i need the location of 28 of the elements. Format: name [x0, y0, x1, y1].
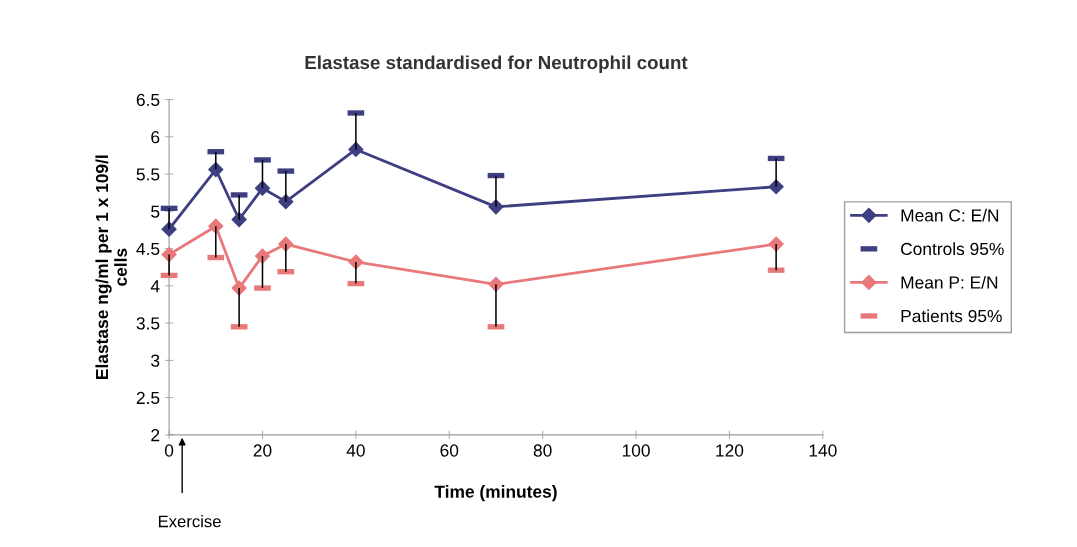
x-tick-label: 140 — [809, 444, 837, 457]
y-tick-label: 3 — [151, 354, 160, 367]
y-tick-label: 2 — [151, 429, 160, 442]
y-tick-label: 4 — [150, 280, 160, 293]
point — [254, 248, 271, 264]
y-axis-title: Elastase ng/ml per 1 x 109/l cells — [95, 155, 127, 379]
x-tick-label: 0 — [164, 444, 174, 457]
legend-label: Patients 95% — [901, 309, 1002, 323]
x-tick-label: 20 — [253, 444, 272, 457]
legend-label: Controls 95% — [901, 242, 1004, 256]
text: Exercise — [158, 515, 221, 528]
x-axis-title: Time (minutes) — [434, 485, 557, 502]
y-tick-label: 6 — [151, 130, 160, 144]
y-tick-label: 5 — [151, 205, 160, 218]
legend-label: Mean C: E/N — [901, 208, 999, 222]
point — [254, 180, 271, 196]
x-tick-label: 60 — [440, 444, 459, 457]
x-tick-label: 100 — [622, 444, 650, 457]
x-tick-label: 120 — [716, 444, 744, 457]
y-tick-label: 3.5 — [136, 317, 160, 330]
y-tick-label: 6.5 — [136, 93, 160, 107]
chart-title: Elastase standardised for Neutrophil count — [305, 55, 688, 73]
y-tick-label: 2.5 — [136, 391, 160, 405]
y-tick-label: 4.5 — [136, 242, 160, 256]
x-tick-label: 80 — [533, 444, 552, 457]
x-tick-label: 40 — [346, 444, 365, 457]
y-tick-label: 5.5 — [136, 168, 160, 181]
legend-label: Mean P: E/N — [901, 275, 998, 289]
